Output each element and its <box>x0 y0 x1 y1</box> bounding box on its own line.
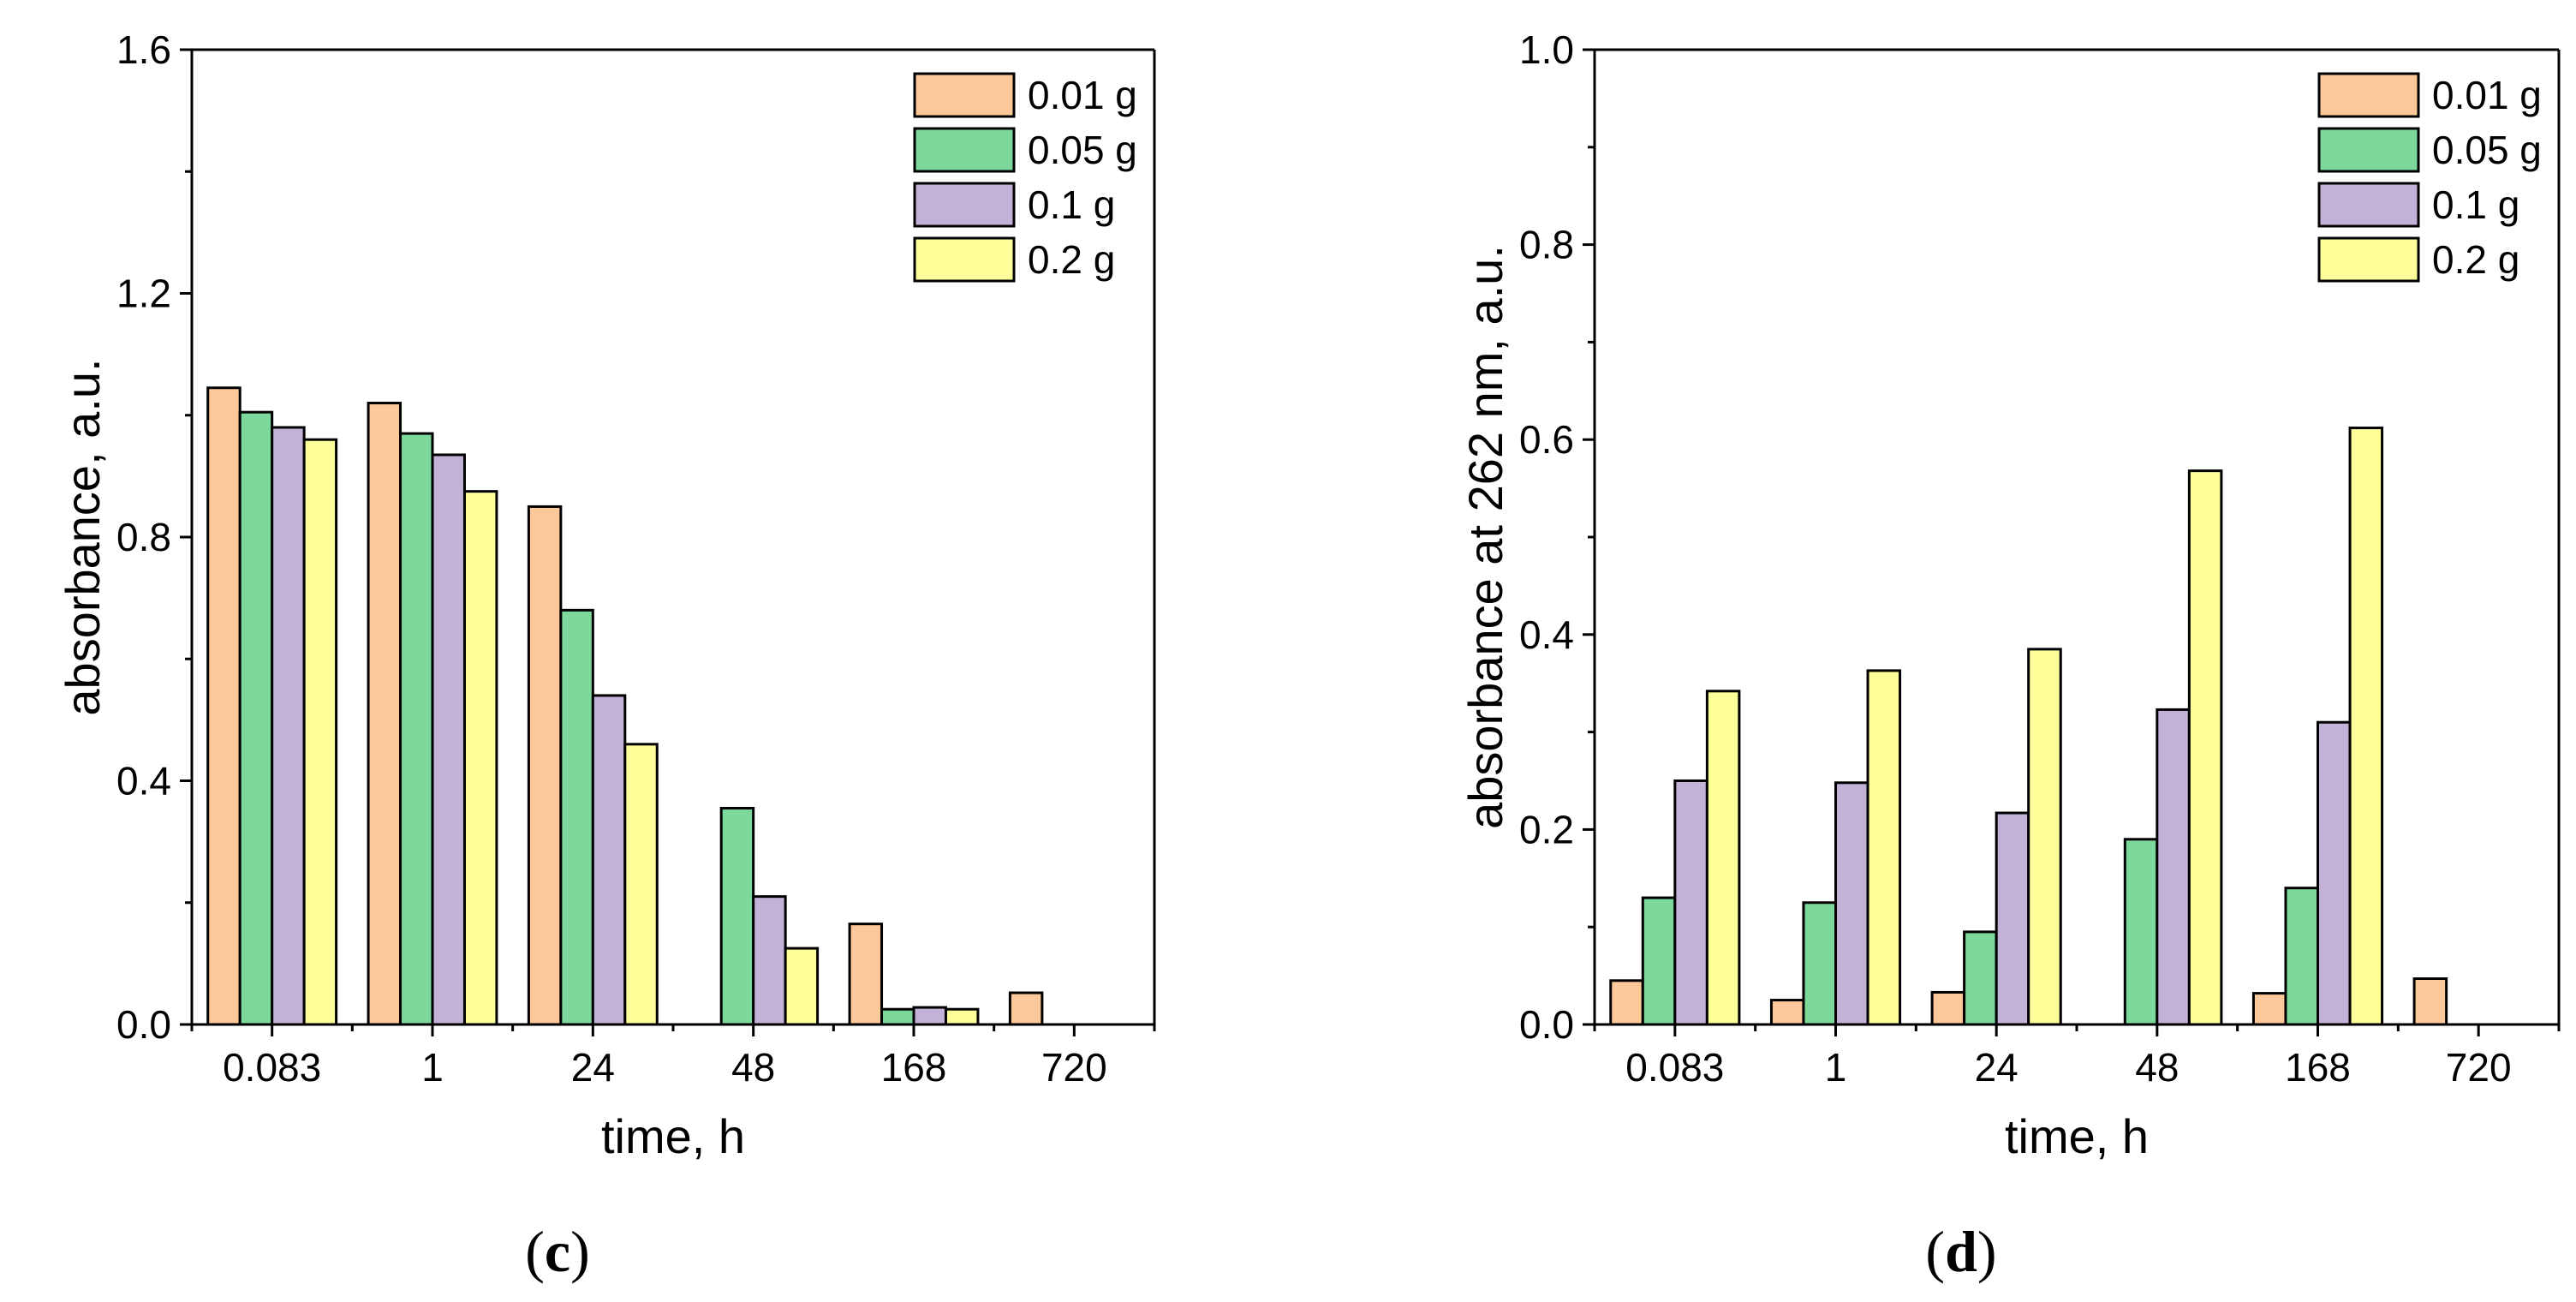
legend-swatch-001g <box>2317 72 2420 118</box>
bar-001g-1 <box>1769 999 1805 1026</box>
bar-01g-168 <box>912 1006 947 1026</box>
x-tick-label: 1 <box>421 1045 444 1090</box>
bar-02g-0_083 <box>302 438 338 1026</box>
x-tick-label: 48 <box>731 1045 775 1090</box>
legend-swatch-02g <box>913 236 1016 283</box>
y-tick-label: 1.2 <box>116 272 171 316</box>
bar-005g-48 <box>719 807 755 1026</box>
y-tick-label: 0.6 <box>1519 417 1574 462</box>
bar-01g-24 <box>591 694 627 1026</box>
panel-label-open-paren: ( <box>525 1219 545 1284</box>
y-tick-label: 0.8 <box>116 515 171 559</box>
x-tick-label: 24 <box>571 1045 615 1090</box>
x-axis-title: time, h <box>601 1109 745 1163</box>
bar-001g-24 <box>1930 990 1966 1026</box>
panel-label-close-paren: ) <box>1977 1219 1997 1284</box>
y-tick-label: 0.0 <box>116 1002 171 1047</box>
x-tick-label: 0.083 <box>223 1045 321 1090</box>
x-tick-label: 168 <box>2285 1045 2351 1090</box>
panel-label: (c) <box>525 1219 590 1284</box>
bar-02g-48 <box>2187 469 2223 1026</box>
y-tick-label: 0.4 <box>116 759 171 803</box>
chart-panel-c: 0.0 0.4 0.8 1.2 1.6 0.083 1 24 48 168 720 time, h ab… <box>56 27 1156 1284</box>
legend-swatch-01g <box>913 182 1016 228</box>
bar-02g-1 <box>1866 669 1902 1026</box>
bar-02g-168 <box>944 1007 980 1026</box>
bar-001g-24 <box>527 505 563 1026</box>
x-tick-label: 1 <box>1825 1045 1847 1090</box>
chart-panel-d: 0.0 0.2 0.4 0.6 0.8 1.0 0.083 1 24 48 168 720 time, … <box>1458 27 2561 1284</box>
x-tick-label: 720 <box>2446 1045 2512 1090</box>
legend-swatch-005g <box>913 127 1016 173</box>
bar-001g-1 <box>367 402 402 1026</box>
bar-01g-48 <box>2156 708 2191 1026</box>
legend-label-01g: 0.1 g <box>1028 182 1115 227</box>
bar-005g-168 <box>880 1007 915 1026</box>
x-tick-label: 24 <box>1975 1045 2018 1090</box>
bar-01g-1 <box>431 453 466 1026</box>
legend-swatch-001g <box>913 72 1016 118</box>
bar-01g-48 <box>752 895 787 1026</box>
x-tick-label: 48 <box>2135 1045 2179 1090</box>
y-tick-label: 1.0 <box>1519 27 1574 72</box>
y-tick-label: 0.4 <box>1519 612 1574 657</box>
legend-swatch-02g <box>2317 236 2420 283</box>
panel-label-open-paren: ( <box>1925 1219 1945 1284</box>
bar-005g-168 <box>2284 887 2319 1026</box>
y-tick-label: 0.8 <box>1519 223 1574 267</box>
panel-label-letter: d <box>1945 1219 1977 1284</box>
y-tick-label: 1.6 <box>116 27 171 72</box>
legend: 0.01 g 0.05 g 0.1 g 0.2 g <box>913 72 1137 283</box>
legend-label-001g: 0.01 g <box>1028 73 1137 117</box>
legend-label-005g: 0.05 g <box>2432 128 2542 172</box>
legend: 0.01 g 0.05 g 0.1 g 0.2 g <box>2317 72 2542 283</box>
legend-swatch-01g <box>2317 182 2420 228</box>
legend-label-02g: 0.2 g <box>1028 237 1115 282</box>
panel-label-letter: c <box>545 1219 570 1284</box>
bar-02g-1 <box>462 490 498 1026</box>
bar-01g-24 <box>1995 811 2030 1026</box>
bar-001g-168 <box>848 923 884 1026</box>
bar-005g-24 <box>559 608 594 1026</box>
bar-001g-720 <box>1008 991 1044 1026</box>
legend-label-01g: 0.1 g <box>2432 182 2519 227</box>
bar-01g-0_083 <box>1673 779 1708 1026</box>
bar-02g-24 <box>2027 648 2062 1026</box>
bar-02g-168 <box>2348 427 2384 1026</box>
x-axis-title: time, h <box>2005 1109 2149 1163</box>
legend-label-001g: 0.01 g <box>2432 73 2542 117</box>
panel-label-close-paren: ) <box>570 1219 590 1284</box>
bar-005g-1 <box>399 432 434 1026</box>
bar-02g-0_083 <box>1705 690 1741 1026</box>
bar-005g-24 <box>1963 930 1998 1026</box>
bar-001g-720 <box>2412 977 2448 1026</box>
y-axis-title: absorbance at 262 nm, a.u. <box>1458 245 1512 829</box>
bar-001g-0_083 <box>1609 979 1644 1026</box>
bar-005g-0_083 <box>238 410 274 1026</box>
bar-005g-1 <box>1802 901 1837 1026</box>
bar-01g-0_083 <box>271 426 306 1026</box>
x-tick-label: 720 <box>1041 1045 1107 1090</box>
legend-label-02g: 0.2 g <box>2432 237 2519 282</box>
bar-005g-48 <box>2123 838 2159 1026</box>
y-tick-label: 0.0 <box>1519 1002 1574 1047</box>
bar-001g-0_083 <box>206 386 242 1026</box>
y-tick-label: 0.2 <box>1519 807 1574 851</box>
legend-label-005g: 0.05 g <box>1028 128 1137 172</box>
legend-swatch-005g <box>2317 127 2420 173</box>
y-axis-title: absorbance, a.u. <box>56 358 110 715</box>
bar-01g-168 <box>2317 720 2352 1026</box>
x-tick-label: 168 <box>881 1045 947 1090</box>
bar-02g-48 <box>784 947 820 1026</box>
x-tick-label: 0.083 <box>1625 1045 1724 1090</box>
panel-label: (d) <box>1925 1219 1996 1284</box>
bar-01g-1 <box>1834 781 1869 1026</box>
bar-02g-24 <box>623 743 659 1026</box>
bar-001g-168 <box>2251 992 2287 1026</box>
bar-005g-0_083 <box>1641 896 1677 1026</box>
